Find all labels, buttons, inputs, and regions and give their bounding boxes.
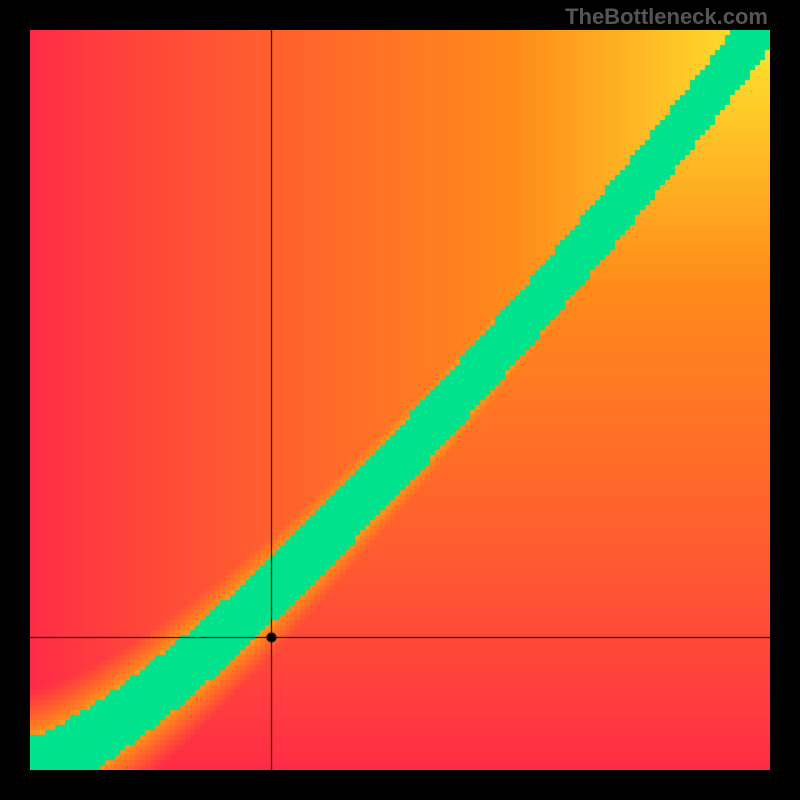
chart-container: TheBottleneck.com (0, 0, 800, 800)
watermark-text: TheBottleneck.com (565, 4, 768, 30)
bottleneck-heatmap (30, 30, 770, 770)
